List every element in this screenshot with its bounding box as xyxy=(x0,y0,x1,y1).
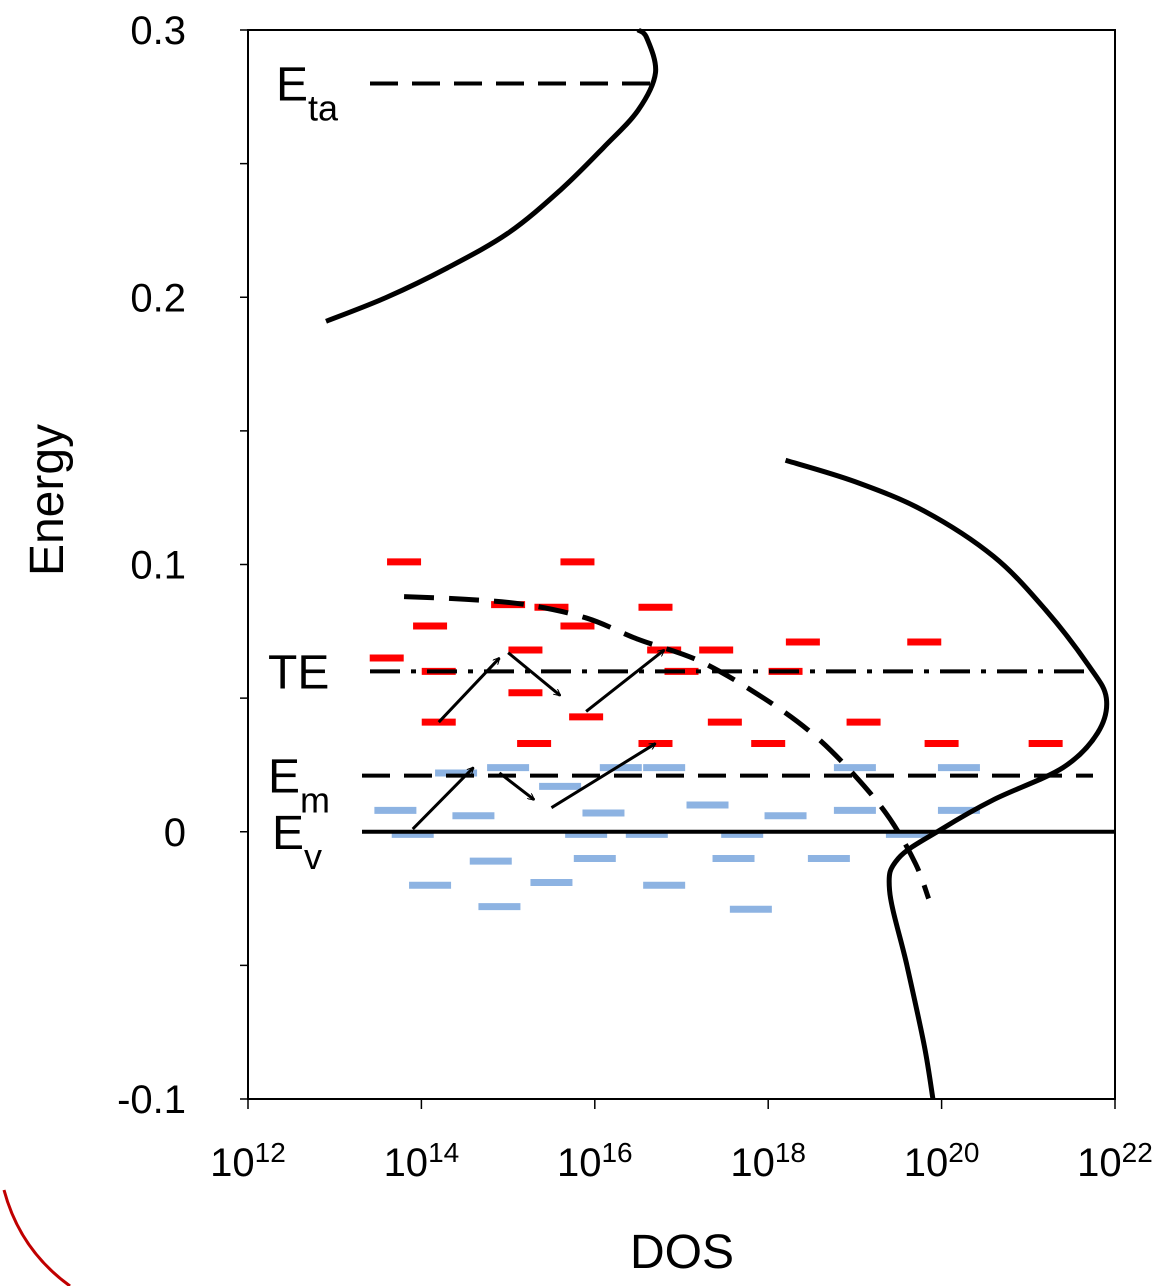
x-tick-label: 1020 xyxy=(904,1137,980,1185)
level-label: Eta xyxy=(276,58,339,128)
hop-arrow xyxy=(585,648,664,713)
level-label: TE xyxy=(268,646,329,699)
y-tick-label: 0.1 xyxy=(130,544,186,588)
hop-arrow xyxy=(550,742,655,809)
hop-arrow xyxy=(498,771,534,801)
state-markers xyxy=(369,558,1063,913)
dos-curves xyxy=(325,27,1110,1100)
y-tick-label: 0.3 xyxy=(130,9,186,53)
x-tick-label: 1022 xyxy=(1077,1137,1153,1185)
axes: -0.1 0 0.1 0.2 0.3 1012 1014 1016 1018 1020 1022 xyxy=(117,9,1153,1185)
dos-curve xyxy=(403,594,931,900)
x-tick-label: 1016 xyxy=(557,1137,633,1185)
x-tick-label: 1018 xyxy=(730,1137,806,1185)
dos-curve xyxy=(325,27,659,324)
y-tick-label: 0.2 xyxy=(130,276,186,320)
hop-arrow xyxy=(507,651,560,696)
x-tick-label: 1014 xyxy=(384,1137,460,1185)
hopping-arrows xyxy=(411,648,664,831)
x-tick-label: 1012 xyxy=(210,1137,286,1185)
decorative-arc xyxy=(2,1189,71,1286)
x-axis-title: DOS xyxy=(630,1226,734,1279)
y-tick-label: 0 xyxy=(164,811,186,855)
dos-curve xyxy=(784,457,1110,1100)
y-tick-label: -0.1 xyxy=(117,1078,186,1122)
y-axis-title: Energy xyxy=(21,424,74,576)
hop-arrow xyxy=(437,658,500,724)
hop-arrow xyxy=(411,768,474,831)
plot-frame xyxy=(247,29,1116,1100)
